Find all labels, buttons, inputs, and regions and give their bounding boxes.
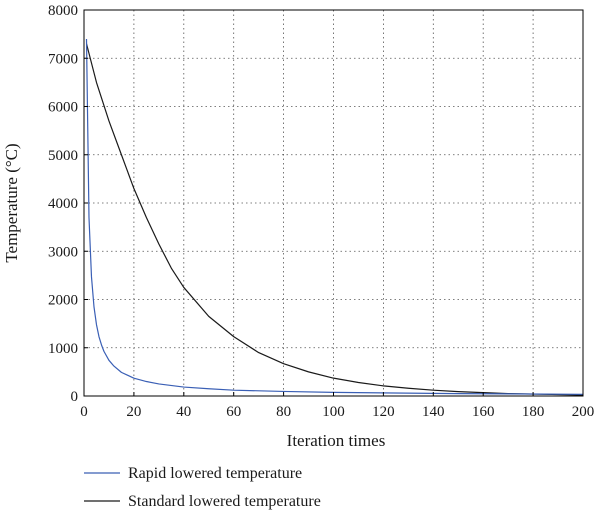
y-tick-label: 2000 (48, 293, 78, 309)
legend-label-rapid-lowered-temperature: Rapid lowered temperature (128, 465, 302, 482)
x-tick-label: 180 (522, 404, 545, 420)
series-line-rapid-lowered-temperature (85, 38, 584, 395)
x-tick-label: 120 (372, 404, 395, 420)
series-line-standard-lowered-temperature (85, 43, 584, 396)
x-tick-label: 100 (322, 404, 345, 420)
x-tick-label: 200 (572, 404, 595, 420)
x-tick-label: 40 (176, 404, 191, 420)
x-axis-label: Iteration times (287, 431, 386, 450)
legend: Rapid lowered temperature Standard lowere… (84, 465, 321, 510)
x-tick-label: 20 (126, 404, 141, 420)
y-tick-label: 8000 (48, 3, 78, 19)
y-axis-label: Temperature (°C) (2, 143, 21, 262)
x-tick-label: 60 (226, 404, 241, 420)
x-tick-label: 140 (422, 404, 445, 420)
y-tick-label: 5000 (48, 148, 78, 164)
label-layer: Iteration times Temperature (°C) (2, 143, 385, 450)
x-tick-label: 80 (276, 404, 291, 420)
y-tick-label: 3000 (48, 244, 78, 260)
series-layer (85, 38, 584, 396)
x-tick-label: 160 (472, 404, 495, 420)
y-tick-label: 0 (71, 389, 79, 405)
grid-layer (84, 10, 583, 396)
y-tick-label: 1000 (48, 341, 78, 357)
legend-label-standard-lowered-temperature: Standard lowered temperature (128, 493, 321, 510)
y-tick-label: 7000 (48, 51, 78, 67)
x-tick-label: 0 (80, 404, 88, 420)
tick-layer: 0 20 40 60 80 100 120 140 160 180 2000100020003000… (48, 3, 594, 420)
y-tick-label: 4000 (48, 196, 78, 212)
y-tick-label: 6000 (48, 100, 78, 116)
